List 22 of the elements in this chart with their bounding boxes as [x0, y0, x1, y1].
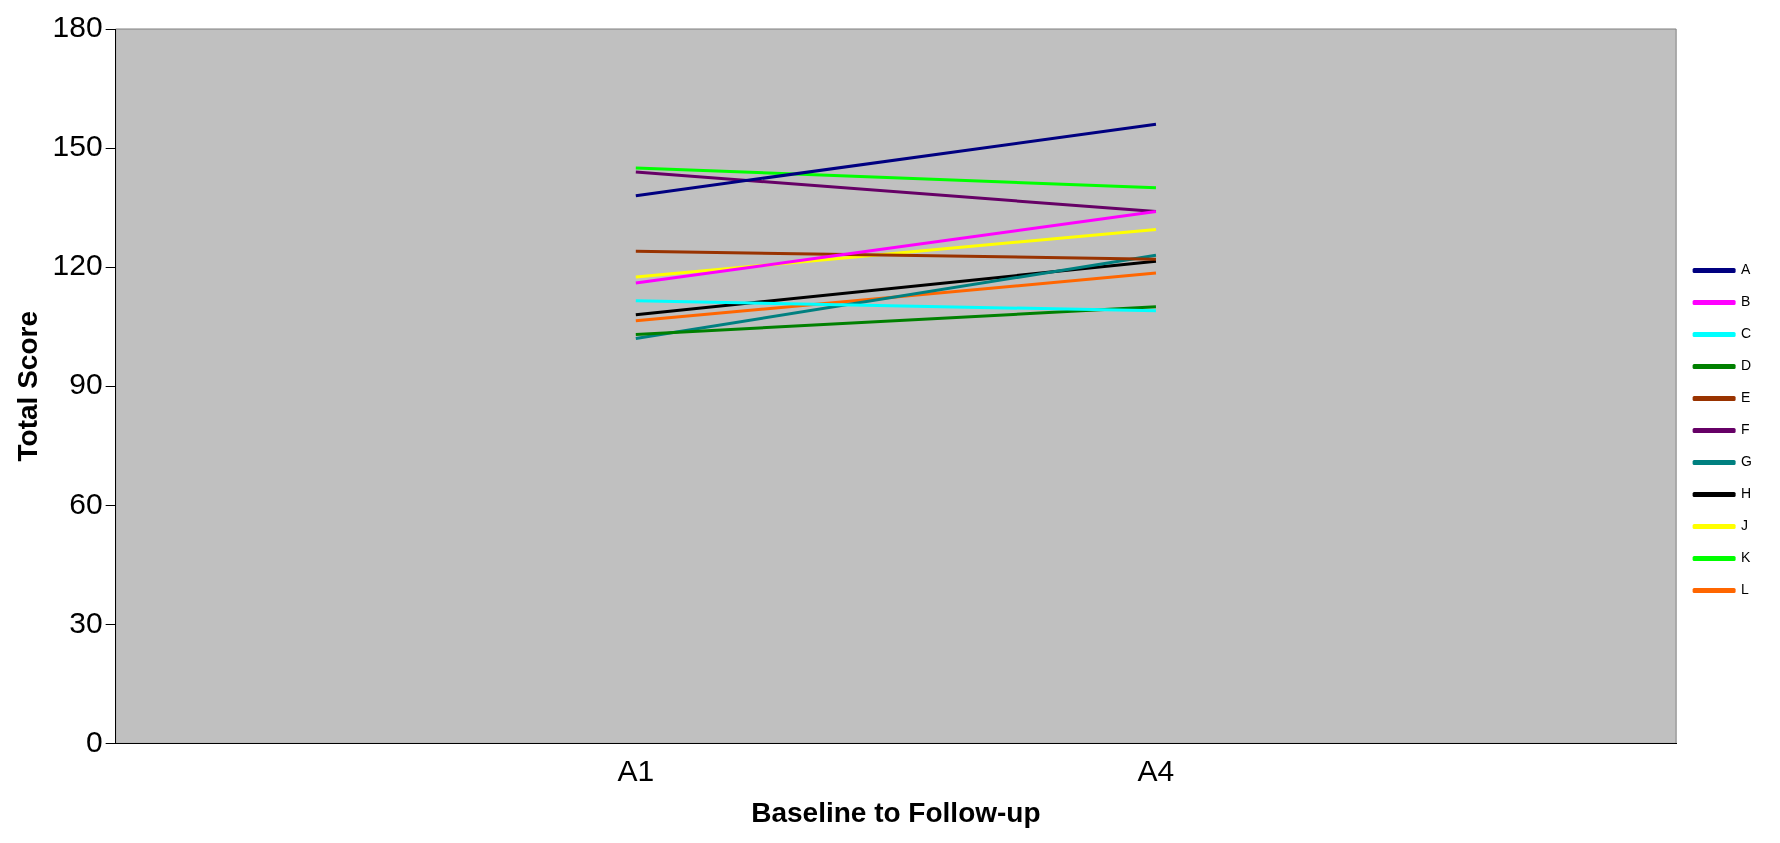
legend-label: G — [1741, 453, 1752, 470]
legend-label: A — [1741, 261, 1752, 278]
legend-label: E — [1741, 389, 1751, 406]
legend-label: K — [1741, 549, 1752, 566]
legend-label: D — [1741, 357, 1752, 374]
x-tick-label: A1 — [617, 753, 655, 787]
y-tick-label: 180 — [52, 10, 103, 44]
x-tick-label: A4 — [1137, 753, 1175, 787]
y-tick-label: 60 — [69, 486, 103, 520]
x-axis-title: Baseline to Follow-up — [751, 796, 1041, 828]
legend-label: J — [1741, 517, 1749, 534]
y-axis-title: Total Score — [11, 311, 43, 462]
y-tick-label: 0 — [85, 724, 103, 758]
y-tick-label: 150 — [52, 129, 103, 163]
y-tick-label: 120 — [52, 248, 103, 282]
y-tick-label: 90 — [69, 367, 103, 401]
legend-label: L — [1741, 581, 1750, 598]
y-tick-label: 30 — [69, 605, 103, 639]
legend-label: F — [1741, 421, 1750, 438]
legend-label: H — [1741, 485, 1752, 502]
legend-label: B — [1741, 293, 1751, 310]
legend-label: C — [1741, 325, 1752, 342]
